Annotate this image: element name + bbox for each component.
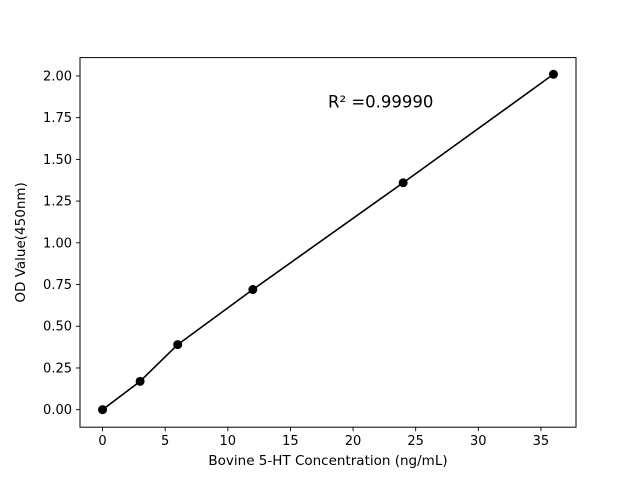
y-tick-label: 1.25 [43,195,72,210]
y-tick-label: 1.75 [43,111,72,126]
data-point [398,178,408,188]
x-tick-label: 30 [470,434,487,449]
x-tick-label: 10 [220,434,237,449]
x-axis-label: Bovine 5-HT Concentration (ng/mL) [208,453,447,469]
y-tick-label: 1.50 [43,153,72,168]
data-point [248,285,258,295]
x-tick-label: 20 [345,434,362,449]
x-tick-label: 5 [161,434,169,449]
x-tick-label: 25 [407,434,424,449]
x-tick-label: 15 [282,434,299,449]
y-tick-label: 0.50 [43,320,72,335]
data-point [173,340,183,350]
data-point [548,69,558,79]
y-tick-label: 0.75 [43,278,72,293]
y-tick-label: 0.00 [43,403,72,418]
r-squared-annotation: R² =0.99990 [328,93,433,112]
x-tick-label: 0 [98,434,106,449]
data-point [98,405,108,415]
x-tick-label: 35 [533,434,550,449]
y-axis-label: OD Value(450nm) [13,182,29,302]
y-tick-label: 1.00 [43,236,72,251]
data-point [135,376,145,386]
y-tick-label: 2.00 [43,69,72,84]
axes-spines [79,57,577,428]
y-tick-label: 0.25 [43,361,72,376]
fit-line [101,73,555,411]
